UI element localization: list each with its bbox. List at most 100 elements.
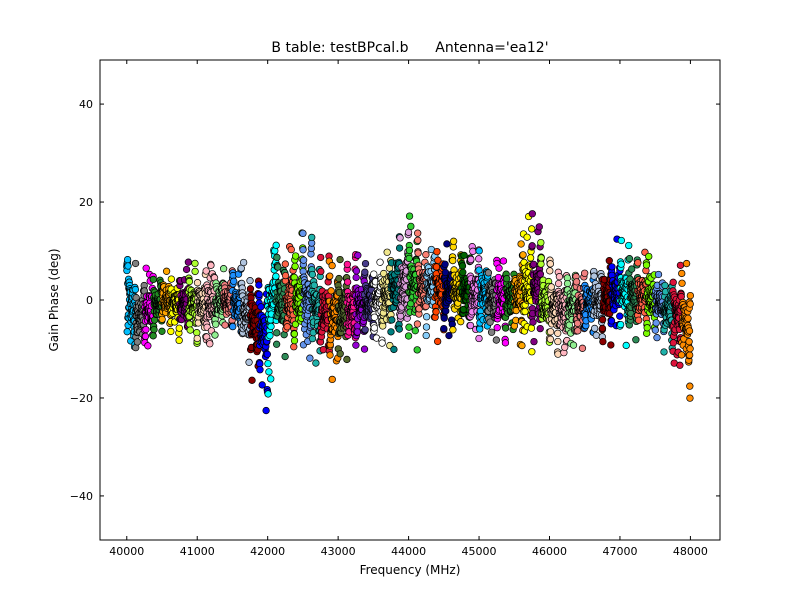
data-point	[388, 329, 395, 336]
data-point	[229, 323, 236, 330]
data-point	[355, 252, 362, 259]
data-point	[593, 332, 600, 339]
data-point	[678, 270, 685, 277]
data-point	[518, 241, 525, 248]
data-point	[183, 266, 190, 273]
data-point	[433, 309, 440, 316]
data-point	[461, 252, 468, 259]
data-point	[362, 260, 369, 267]
data-point	[176, 337, 183, 344]
data-point	[450, 327, 457, 334]
data-point	[264, 351, 271, 358]
data-point	[520, 252, 527, 259]
data-point	[377, 259, 384, 266]
data-point	[494, 324, 501, 331]
data-point	[249, 377, 256, 384]
data-point	[423, 251, 430, 258]
data-point	[329, 376, 336, 383]
data-point	[609, 264, 616, 271]
data-point	[522, 308, 529, 315]
data-point	[536, 224, 543, 231]
data-point	[470, 248, 477, 255]
data-point	[449, 257, 456, 264]
data-point	[361, 346, 368, 353]
data-point	[537, 325, 544, 332]
x-axis-label: Frequency (MHz)	[360, 563, 461, 577]
data-point	[337, 350, 344, 357]
data-point	[529, 210, 536, 217]
data-point	[150, 333, 157, 340]
data-point	[263, 407, 270, 414]
data-point	[206, 340, 213, 347]
data-point	[194, 335, 201, 342]
data-point	[187, 327, 194, 334]
data-point	[599, 316, 606, 323]
data-point	[186, 278, 193, 285]
data-point	[412, 327, 419, 334]
data-point	[194, 279, 201, 286]
data-point	[654, 334, 661, 341]
data-point	[546, 268, 553, 275]
data-point	[396, 326, 403, 333]
data-point	[442, 261, 449, 268]
data-point	[222, 322, 229, 329]
data-point	[256, 291, 263, 298]
data-point	[670, 339, 677, 346]
data-point	[487, 319, 494, 326]
data-point	[687, 292, 694, 299]
data-point	[643, 262, 650, 269]
data-point	[493, 337, 500, 344]
data-point	[406, 213, 413, 220]
data-point	[362, 269, 369, 276]
data-point	[423, 332, 430, 339]
data-point	[547, 328, 554, 335]
data-point	[267, 376, 274, 383]
data-point	[247, 277, 254, 284]
x-tick-label: 42000	[250, 545, 285, 558]
data-point	[476, 248, 483, 255]
data-point	[318, 268, 325, 275]
data-point	[379, 340, 386, 347]
x-tick-label: 46000	[532, 545, 567, 558]
data-point	[247, 285, 254, 292]
data-point	[625, 242, 632, 249]
data-point	[686, 338, 693, 345]
chart-title: B table: testBPcal.b Antenna='ea12'	[271, 40, 548, 56]
data-point	[311, 282, 318, 289]
data-point	[444, 241, 451, 248]
data-point	[273, 330, 280, 337]
data-point	[686, 352, 693, 359]
data-point	[185, 259, 192, 266]
data-point	[570, 342, 577, 349]
data-point	[405, 333, 412, 340]
data-point	[555, 351, 562, 358]
data-point	[328, 288, 335, 295]
data-point	[336, 275, 343, 282]
data-point	[132, 286, 139, 293]
data-point	[441, 315, 448, 322]
data-point	[265, 391, 272, 398]
data-point	[220, 265, 227, 272]
data-point	[652, 327, 659, 334]
data-point	[143, 265, 150, 272]
data-point	[537, 271, 544, 278]
data-point	[635, 259, 642, 266]
data-point	[531, 338, 538, 345]
data-point	[529, 242, 536, 249]
data-point	[519, 342, 526, 349]
plot-area	[123, 210, 693, 413]
data-point	[354, 329, 361, 336]
data-point	[337, 256, 344, 263]
y-tick-label: 40	[79, 98, 93, 111]
data-point	[476, 326, 483, 333]
data-point	[608, 342, 615, 349]
data-point	[266, 369, 273, 376]
data-point	[405, 229, 412, 236]
data-point	[274, 254, 281, 261]
data-point	[292, 263, 299, 270]
data-point	[290, 343, 297, 350]
data-point	[273, 242, 280, 249]
data-point	[616, 313, 623, 320]
data-point	[150, 276, 157, 283]
